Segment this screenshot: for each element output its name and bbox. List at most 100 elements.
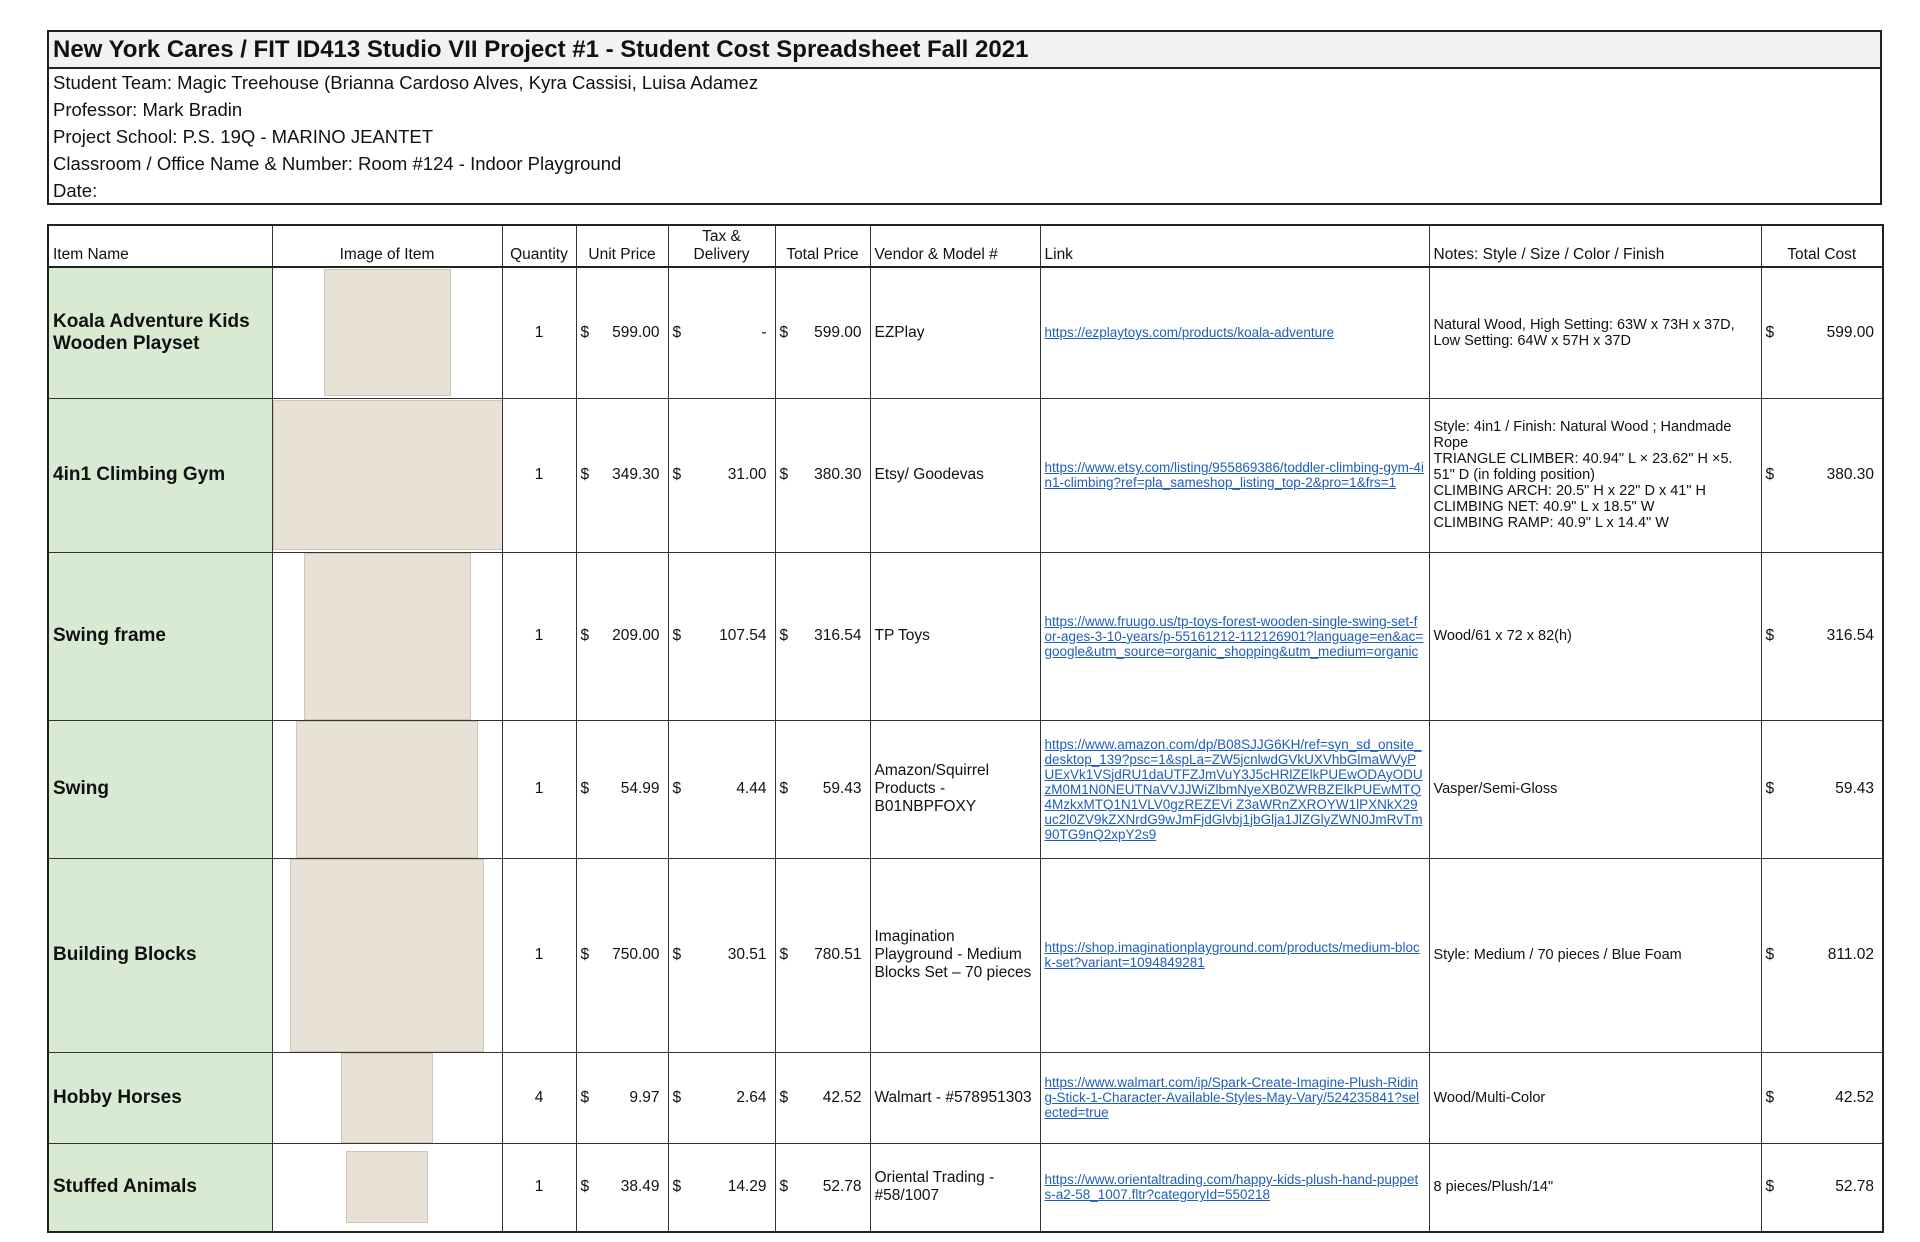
image-cell xyxy=(271,397,503,553)
vendor: Amazon/Squirrel Products - B01NBPFOXY xyxy=(869,719,1041,859)
notes: Natural Wood, High Setting: 63W x 73H x … xyxy=(1428,266,1762,399)
note-line: Wood/61 x 72 x 82(h) xyxy=(1433,628,1572,644)
currency: $ xyxy=(1765,1178,1775,1196)
currency: $ xyxy=(580,466,590,483)
unit-price: $54.99 xyxy=(575,719,669,859)
link[interactable]: https://shop.imaginationplayground.com/p… xyxy=(1039,857,1430,1053)
currency: $ xyxy=(672,1178,682,1196)
quantity: 1 xyxy=(501,719,577,859)
quantity: 4 xyxy=(501,1051,577,1144)
total-cost: $316.54 xyxy=(1760,551,1884,721)
notes: 8 pieces/Plush/14" xyxy=(1428,1142,1762,1233)
amount: 316.54 xyxy=(814,627,862,644)
total-price: $780.51 xyxy=(774,857,871,1053)
amount: 52.78 xyxy=(1835,1178,1874,1196)
sheet-title: New York Cares / FIT ID413 Studio VII Pr… xyxy=(49,32,1880,69)
amount: 599.00 xyxy=(1826,323,1874,341)
quantity: 1 xyxy=(501,1142,577,1233)
amount: 107.54 xyxy=(719,627,767,644)
note-line: Wood/Multi-Color xyxy=(1433,1089,1546,1106)
vendor: Oriental Trading - #58/1007 xyxy=(869,1142,1041,1233)
column-header: Quantity xyxy=(501,224,577,268)
item-name: Building Blocks xyxy=(47,857,273,1053)
currency: $ xyxy=(779,946,789,963)
item-name: Koala Adventure Kids Wooden Playset xyxy=(47,266,273,399)
note-line: CLIMBING RAMP: 40.9" L x 14.4" W xyxy=(1433,515,1669,531)
currency: $ xyxy=(580,1088,590,1106)
link[interactable]: https://ezplaytoys.com/products/koala-ad… xyxy=(1039,266,1430,399)
link[interactable]: https://www.amazon.com/dp/B08SJJG6KH/ref… xyxy=(1039,719,1430,859)
unit-price: $209.00 xyxy=(575,551,669,721)
amount: 9.97 xyxy=(629,1088,660,1106)
vendor: TP Toys xyxy=(869,551,1041,721)
header-line: Classroom / Office Name & Number: Room #… xyxy=(53,153,622,174)
amount: 14.29 xyxy=(727,1178,767,1196)
total-price: $42.52 xyxy=(774,1051,871,1144)
header-line: Student Team: Magic Treehouse (Brianna C… xyxy=(53,72,759,93)
item-row: Koala Adventure Kids Wooden Playset 1 $599… xyxy=(47,266,1884,399)
amount: 316.54 xyxy=(1826,627,1874,644)
note-line: 8 pieces/Plush/14" xyxy=(1433,1179,1554,1196)
amount: 380.30 xyxy=(814,466,862,483)
currency: $ xyxy=(580,780,590,797)
item-image xyxy=(341,1053,433,1142)
currency: $ xyxy=(779,627,789,644)
column-header: Vendor & Model # xyxy=(869,224,1041,268)
currency: $ xyxy=(580,1178,590,1196)
tax: $107.54 xyxy=(667,551,776,721)
item-image xyxy=(303,553,471,719)
currency: $ xyxy=(1765,946,1775,963)
header-line: Professor: Mark Bradin xyxy=(53,99,243,120)
currency: $ xyxy=(779,323,789,341)
column-header: Total Cost xyxy=(1760,224,1884,268)
column-header: Unit Price xyxy=(575,224,669,268)
total-price: $599.00 xyxy=(774,266,871,399)
currency: $ xyxy=(672,466,682,483)
header-box: New York Cares / FIT ID413 Studio VII Pr… xyxy=(47,30,1882,205)
currency: $ xyxy=(672,627,682,644)
currency: $ xyxy=(1765,780,1775,797)
currency: $ xyxy=(580,946,590,963)
image-cell xyxy=(271,857,503,1053)
item-row: Hobby Horses 4 $9.97 $2.64 $42.52 Walmart - #… xyxy=(47,1051,1884,1144)
notes: Wood/Multi-Color xyxy=(1428,1051,1762,1144)
currency: $ xyxy=(672,946,682,963)
amount: 4.44 xyxy=(736,780,767,797)
currency: $ xyxy=(672,1088,682,1106)
column-header: Link xyxy=(1039,224,1430,268)
currency: $ xyxy=(1765,466,1775,483)
item-image xyxy=(323,269,451,397)
link[interactable]: https://www.walmart.com/ip/Spark-Create-… xyxy=(1039,1051,1430,1144)
amount: 59.43 xyxy=(822,780,862,797)
link[interactable]: https://www.orientaltrading.com/happy-ki… xyxy=(1039,1142,1430,1233)
image-cell xyxy=(271,1051,503,1144)
link[interactable]: https://www.fruugo.us/tp-toys-forest-woo… xyxy=(1039,551,1430,721)
unit-price: $9.97 xyxy=(575,1051,669,1144)
currency: $ xyxy=(1765,1088,1775,1106)
total-cost: $811.02 xyxy=(1760,857,1884,1053)
tax: $ - xyxy=(667,266,776,399)
total-price: $316.54 xyxy=(774,551,871,721)
vendor: Walmart - #578951303 xyxy=(869,1051,1041,1144)
currency: $ xyxy=(1765,627,1775,644)
note-line: CLIMBING ARCH: 20.5" H x 22" D x 41" H xyxy=(1433,483,1707,499)
note-line: Natural Wood, High Setting: 63W x 73H x … xyxy=(1433,316,1735,349)
header-row: Item Name Image of Item Quantity Unit Price… xyxy=(47,224,1884,268)
note-line: TRIANGLE CLIMBER: 40.94" L × 23.62" H ×5… xyxy=(1433,451,1733,483)
column-header: Item Name xyxy=(47,224,273,268)
amount: 59.43 xyxy=(1835,780,1874,797)
amount: 2.64 xyxy=(736,1088,767,1106)
amount: 30.51 xyxy=(727,946,767,963)
vendor: EZPlay xyxy=(869,266,1041,399)
amount: 380.30 xyxy=(1826,466,1874,483)
image-cell xyxy=(271,551,503,721)
unit-price: $599.00 xyxy=(575,266,669,399)
amount: 811.02 xyxy=(1827,946,1874,963)
amount: 209.00 xyxy=(612,627,660,644)
item-row: Swing frame 1 $209.00 $107.54 $316.54 TP Toys… xyxy=(47,551,1884,721)
image-cell xyxy=(271,266,503,399)
total-cost: $52.78 xyxy=(1760,1142,1884,1233)
link[interactable]: https://www.etsy.com/listing/955869386/t… xyxy=(1039,397,1430,553)
column-header: Tax & Delivery xyxy=(667,224,776,268)
